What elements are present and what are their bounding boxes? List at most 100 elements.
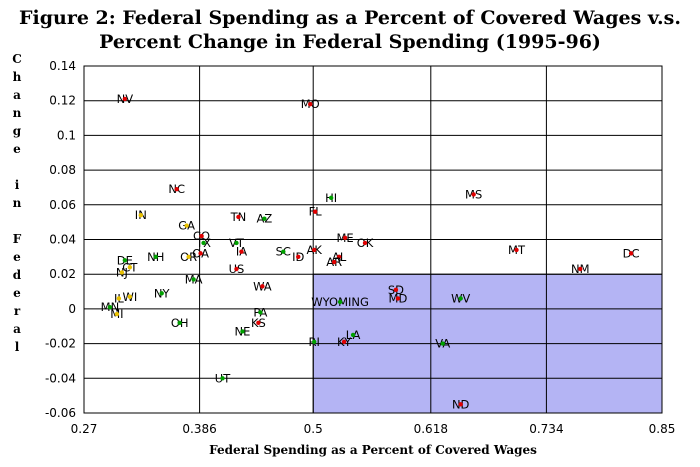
point-marker [177,320,182,325]
data-point: SC [276,245,291,259]
data-point: ND [452,397,470,411]
point-marker [312,339,317,345]
data-point: OA [192,246,209,260]
data-point: SD [388,283,404,297]
point-marker [628,251,634,256]
point-marker [234,240,239,246]
x-tick-label: 0.27 [71,422,98,436]
data-point: NH [147,250,164,264]
data-point: ME [336,231,353,245]
data-point: MD [389,291,408,305]
data-point: KS [251,316,266,330]
point-marker [119,270,125,275]
point-marker [138,213,144,218]
point-marker [262,216,267,221]
x-tick-label: 0.386 [182,422,216,436]
point-marker [153,254,158,260]
data-point: AZ [257,212,273,226]
data-point: PA [253,305,267,319]
y-tick-label: 0.04 [49,233,76,247]
data-point: OK [357,236,374,250]
data-point: MN [101,300,120,314]
point-marker [514,247,519,253]
point-marker [159,291,164,296]
data-point: CT [122,260,138,274]
y-tick-label: 0.06 [49,198,76,212]
chart-title-line-1: Figure 2: Federal Spending as a Percent … [19,7,681,29]
point-marker [199,233,204,239]
point-marker [186,254,191,260]
x-tick-label: 0.734 [529,422,563,436]
point-marker [342,235,348,240]
data-point: HI [325,191,337,205]
point-marker [312,247,317,253]
data-point: WA [253,279,272,293]
data-point: AL [332,250,347,264]
point-marker [308,101,313,107]
point-marker [239,249,244,254]
data-point: OH [171,316,189,330]
point-marker [362,240,368,246]
point-marker [260,284,265,289]
point-marker [471,192,476,197]
y-tick-label: 0.08 [49,163,76,177]
point-marker [234,266,239,272]
point-marker [114,311,120,317]
data-point: AR [326,255,342,269]
data-point: MA [185,272,203,286]
data-point: US [229,262,245,276]
point-marker [458,296,463,301]
y-tick-label: 0.1 [57,128,76,142]
point-marker [107,304,113,310]
data-point: DE [117,253,133,267]
data-point: VA [435,337,450,351]
data-point: MS [465,187,482,201]
data-point: DC [623,246,640,260]
data-point: VT [229,236,245,250]
y-tick-label: 0.02 [49,267,76,281]
point-marker [313,209,318,214]
data-point: CO [193,229,210,243]
point-marker [258,310,263,315]
data-point: FL [309,205,323,219]
point-marker [201,240,206,246]
point-marker [337,299,343,305]
data-point: NJ [116,265,128,279]
data-point: ID [292,250,304,264]
point-marker [191,277,196,282]
point-marker [236,214,241,220]
point-marker [296,254,301,260]
point-marker [122,96,128,102]
x-tick-label: 0.618 [414,422,448,436]
grid-layer [83,65,663,414]
data-point: MO [301,97,320,111]
data-point: RI [309,335,320,349]
data-point: WI [122,290,137,304]
point-marker [127,265,133,270]
data-point: MT [508,243,526,257]
point-marker [127,294,133,299]
chart-title-line-2: Percent Change in Federal Spending (1995… [99,31,601,53]
data-point: WYOMING [311,295,369,309]
point-marker [281,249,286,254]
point-marker [122,258,128,263]
point-marker [184,223,189,228]
data-point: NC [168,182,185,196]
y-tick-label: -0.04 [45,371,76,385]
point-marker [341,339,347,345]
point-marker [331,259,337,265]
y-tick-label: 0 [68,302,76,316]
point-marker [240,329,245,334]
y-tick-label: 0.14 [49,59,76,73]
data-point: GA [178,219,195,233]
y-axis-label: Change in Federal Spending [10,52,24,358]
point-marker [116,296,122,301]
data-point: IL [114,291,124,305]
point-marker [578,266,583,272]
point-marker [395,296,401,301]
data-point: KY [337,335,352,349]
point-marker [336,254,342,260]
data-point: WV [451,291,470,305]
